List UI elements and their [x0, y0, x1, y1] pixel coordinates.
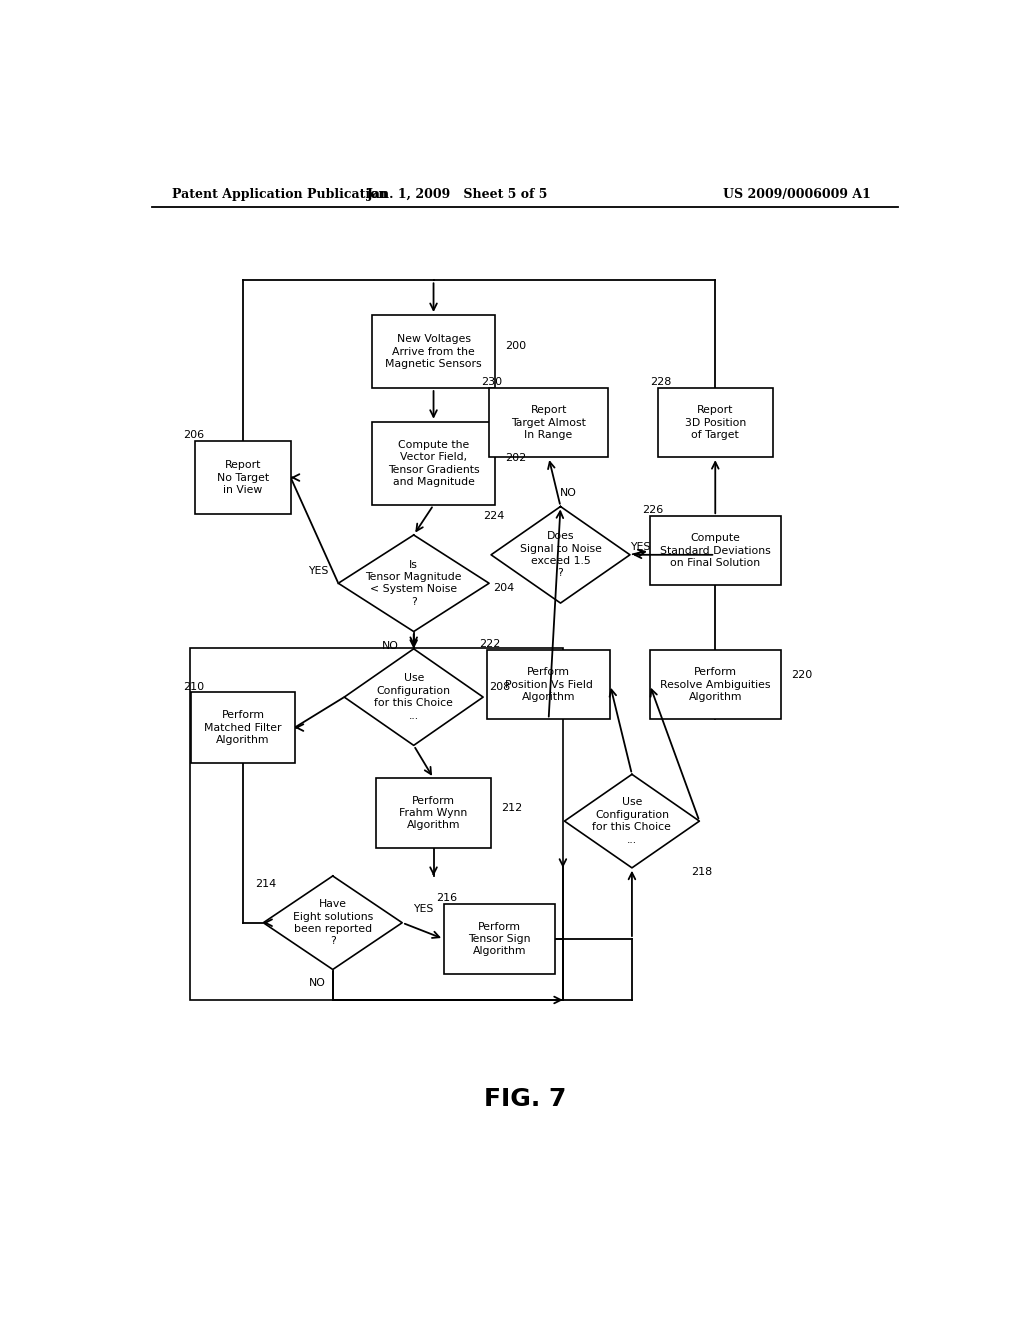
Text: YES: YES [413, 903, 433, 913]
FancyBboxPatch shape [191, 692, 295, 763]
Text: FIG. 7: FIG. 7 [483, 1086, 566, 1110]
Polygon shape [344, 649, 483, 746]
Text: 206: 206 [183, 430, 205, 440]
Text: 216: 216 [436, 894, 457, 903]
Text: US 2009/0006009 A1: US 2009/0006009 A1 [723, 189, 871, 202]
Text: 210: 210 [183, 682, 205, 692]
Text: Perform
Resolve Ambiguities
Algorithm: Perform Resolve Ambiguities Algorithm [660, 668, 770, 702]
Text: Have
Eight solutions
been reported
?: Have Eight solutions been reported ? [293, 899, 373, 946]
Text: 212: 212 [501, 803, 522, 813]
Text: 226: 226 [642, 506, 664, 515]
Text: Is
Tensor Magnitude
< System Noise
?: Is Tensor Magnitude < System Noise ? [366, 560, 462, 607]
FancyBboxPatch shape [650, 516, 780, 585]
Text: 218: 218 [691, 867, 713, 876]
Text: Compute
Standard Deviations
on Final Solution: Compute Standard Deviations on Final Sol… [659, 533, 771, 568]
FancyBboxPatch shape [657, 388, 773, 457]
Text: NO: NO [308, 978, 326, 987]
FancyBboxPatch shape [372, 315, 495, 388]
Text: 204: 204 [494, 583, 514, 593]
Text: 230: 230 [481, 378, 503, 387]
Text: Report
3D Position
of Target: Report 3D Position of Target [685, 405, 745, 440]
Text: 224: 224 [483, 511, 505, 521]
Text: 214: 214 [255, 879, 276, 890]
Text: Patent Application Publication: Patent Application Publication [172, 189, 387, 202]
Text: Use
Configuration
for this Choice
...: Use Configuration for this Choice ... [593, 797, 672, 845]
Text: New Voltages
Arrive from the
Magnetic Sensors: New Voltages Arrive from the Magnetic Se… [385, 334, 482, 368]
Text: Perform
Matched Filter
Algorithm: Perform Matched Filter Algorithm [205, 710, 282, 744]
FancyBboxPatch shape [489, 388, 608, 457]
Text: Report
No Target
in View: Report No Target in View [217, 461, 269, 495]
Text: YES: YES [630, 541, 650, 552]
Text: YES: YES [308, 566, 329, 576]
Polygon shape [338, 535, 489, 631]
FancyBboxPatch shape [443, 904, 555, 974]
Text: Perform
Frahm Wynn
Algorithm: Perform Frahm Wynn Algorithm [399, 796, 468, 830]
Text: 222: 222 [479, 639, 501, 649]
Text: Does
Signal to Noise
exceed 1.5
?: Does Signal to Noise exceed 1.5 ? [519, 531, 601, 578]
Text: Perform
Tensor Sign
Algorithm: Perform Tensor Sign Algorithm [468, 921, 530, 957]
Text: NO: NO [382, 640, 398, 651]
Polygon shape [492, 507, 630, 603]
Text: Compute the
Vector Field,
Tensor Gradients
and Magnitude: Compute the Vector Field, Tensor Gradien… [388, 440, 479, 487]
Text: Report
Target Almost
In Range: Report Target Almost In Range [511, 405, 586, 440]
Text: 220: 220 [791, 669, 812, 680]
FancyBboxPatch shape [376, 779, 492, 847]
FancyBboxPatch shape [196, 441, 291, 515]
Polygon shape [564, 775, 699, 867]
Text: 208: 208 [489, 682, 510, 692]
Text: Perform
Position Vs Field
Algorithm: Perform Position Vs Field Algorithm [505, 668, 593, 702]
Text: Use
Configuration
for this Choice
...: Use Configuration for this Choice ... [374, 673, 454, 721]
Text: 200: 200 [505, 342, 526, 351]
Text: 228: 228 [650, 378, 672, 387]
Polygon shape [263, 876, 402, 969]
FancyBboxPatch shape [487, 651, 610, 719]
Text: Jan. 1, 2009   Sheet 5 of 5: Jan. 1, 2009 Sheet 5 of 5 [367, 189, 548, 202]
Text: NO: NO [560, 488, 577, 499]
Text: 202: 202 [505, 453, 526, 463]
FancyBboxPatch shape [372, 421, 495, 506]
FancyBboxPatch shape [650, 651, 780, 719]
